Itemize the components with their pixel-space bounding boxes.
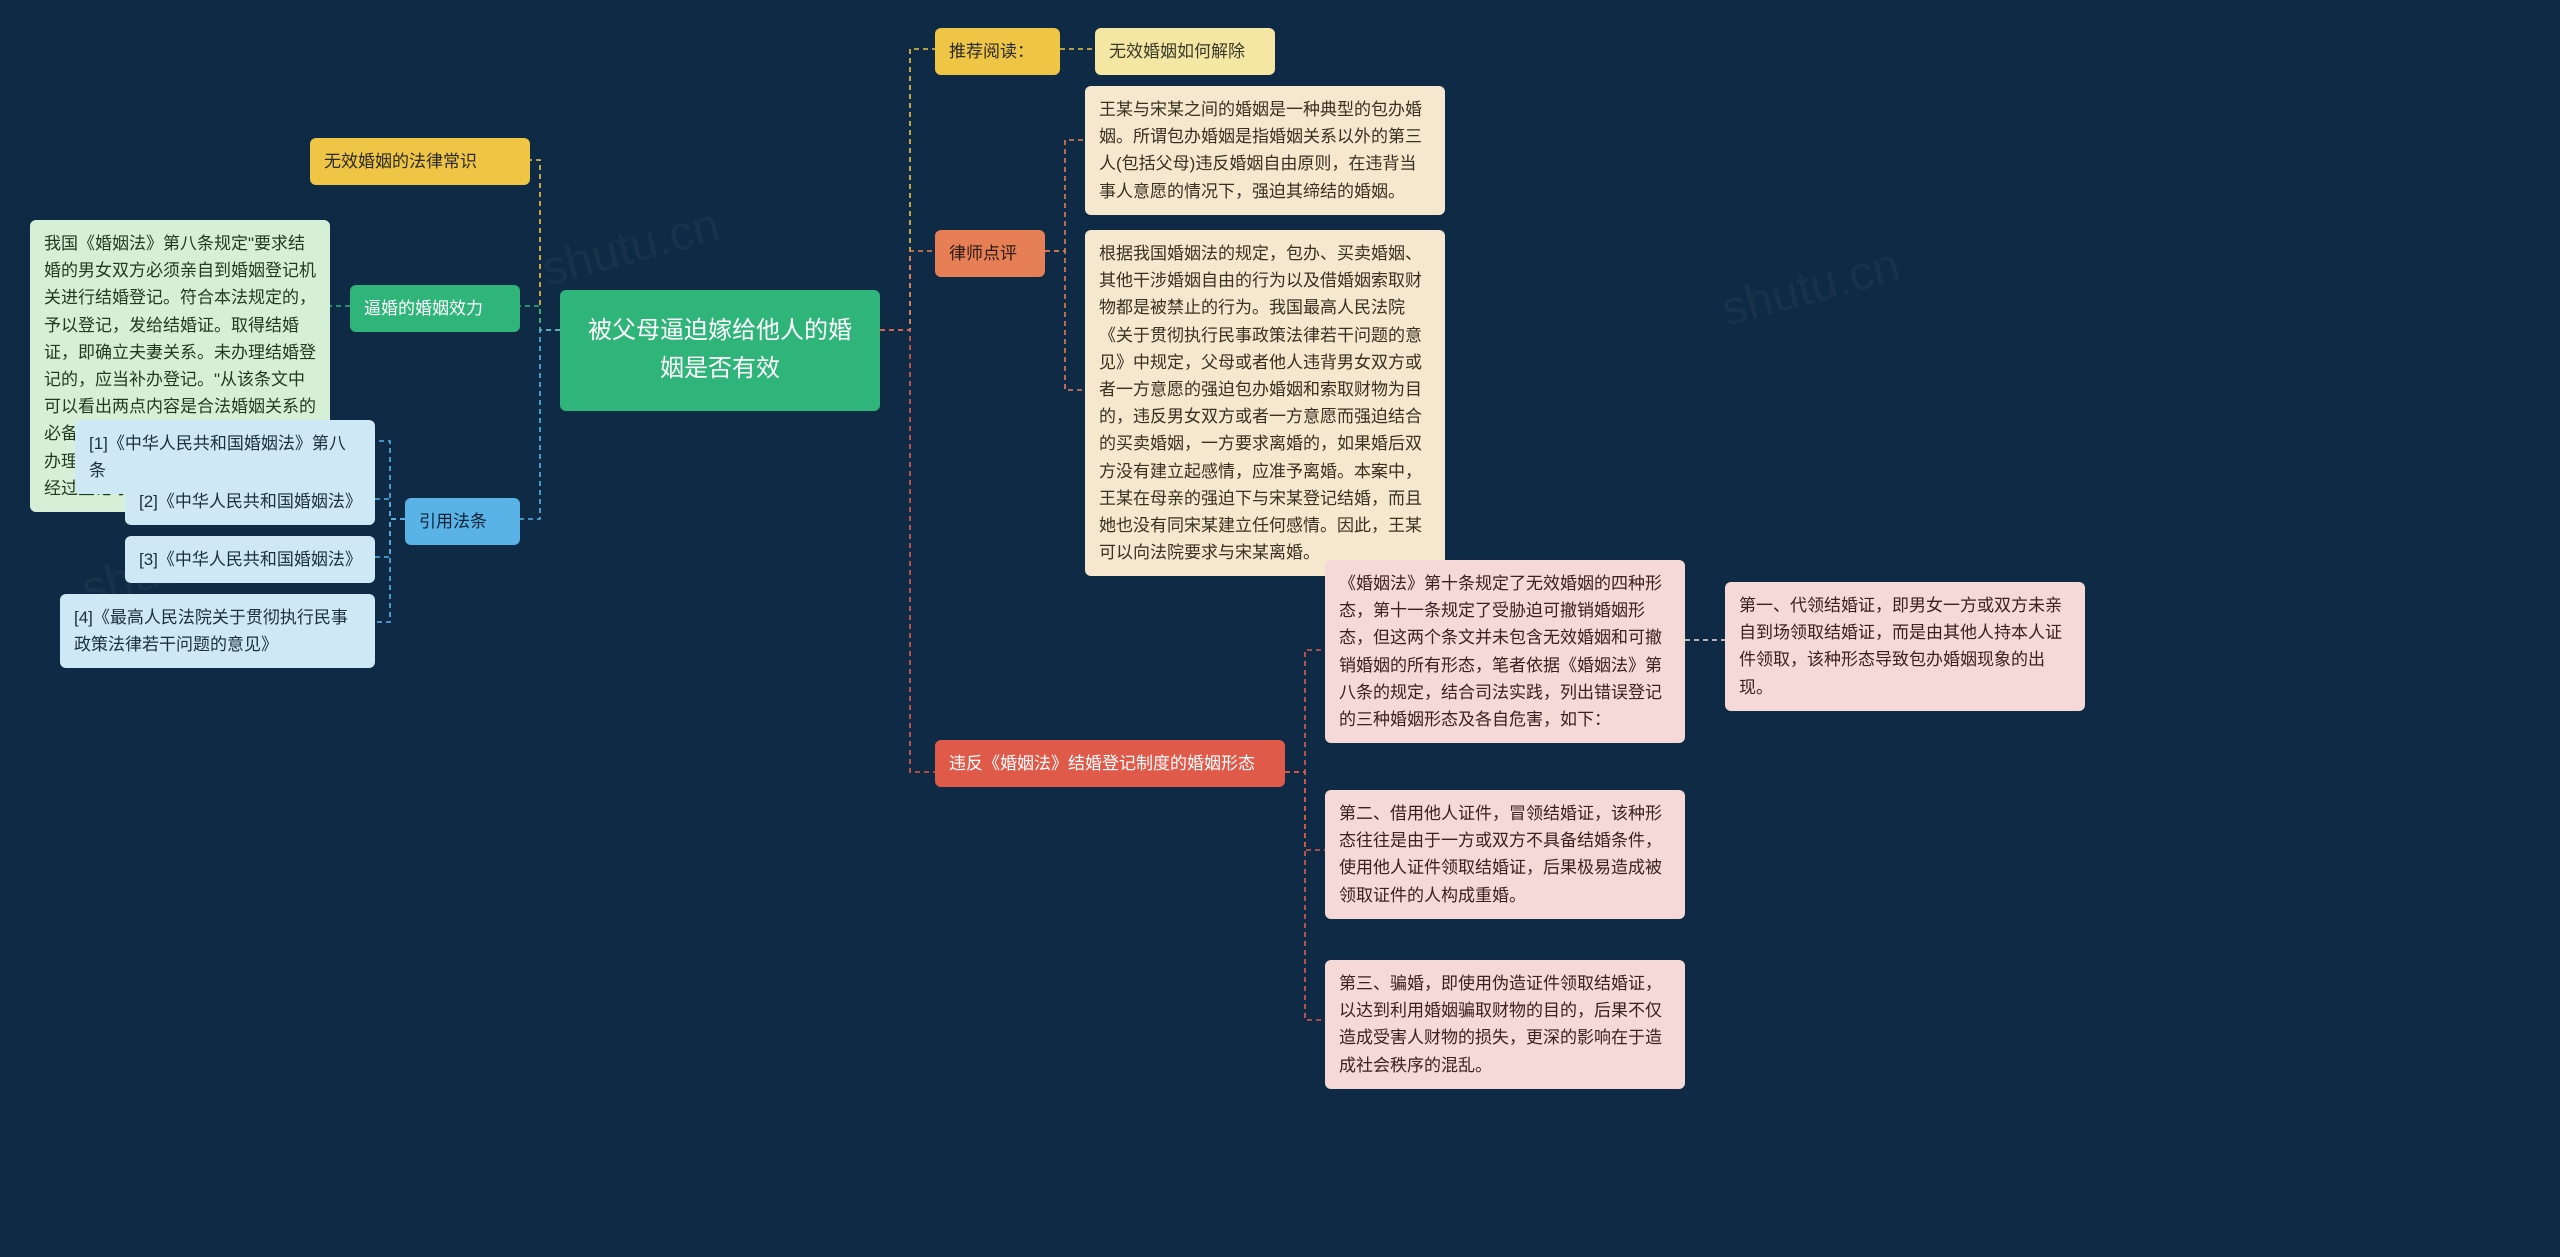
right-branch-illegal-forms[interactable]: 违反《婚姻法》结婚登记制度的婚姻形态 [935,740,1285,787]
lawyer-comment-item: 王某与宋某之间的婚姻是一种典型的包办婚姻。所谓包办婚姻是指婚姻关系以外的第三人(… [1085,86,1445,215]
illegal-form-item: 第三、骗婚，即使用伪造证件领取结婚证，以达到利用婚姻骗取财物的目的，后果不仅造成… [1325,960,1685,1089]
recommended-item[interactable]: 无效婚姻如何解除 [1095,28,1275,75]
left-branch-cited-laws[interactable]: 引用法条 [405,498,520,545]
left-branch-legal-knowledge[interactable]: 无效婚姻的法律常识 [310,138,530,185]
cited-law-item: [4]《最高人民法院关于贯彻执行民事政策法律若干问题的意见》 [60,594,375,668]
left-branch-forced-marriage[interactable]: 逼婚的婚姻效力 [350,285,520,332]
center-node[interactable]: 被父母逼迫嫁给他人的婚姻是否有效 [560,290,880,411]
right-branch-lawyer-comment[interactable]: 律师点评 [935,230,1045,277]
cited-law-item: [2]《中华人民共和国婚姻法》 [125,478,375,525]
lawyer-comment-item: 根据我国婚姻法的规定，包办、买卖婚姻、其他干涉婚姻自由的行为以及借婚姻索取财物都… [1085,230,1445,576]
illegal-form-item: 第二、借用他人证件，冒领结婚证，该种形态往往是由于一方或双方不具备结婚条件，使用… [1325,790,1685,919]
cited-law-item: [3]《中华人民共和国婚姻法》 [125,536,375,583]
right-branch-recommended[interactable]: 推荐阅读： [935,28,1060,75]
illegal-form-subitem: 第一、代领结婚证，即男女一方或双方未亲自到场领取结婚证，而是由其他人持本人证件领… [1725,582,2085,711]
illegal-form-item: 《婚姻法》第十条规定了无效婚姻的四种形态，第十一条规定了受胁迫可撤销婚姻形态，但… [1325,560,1685,743]
